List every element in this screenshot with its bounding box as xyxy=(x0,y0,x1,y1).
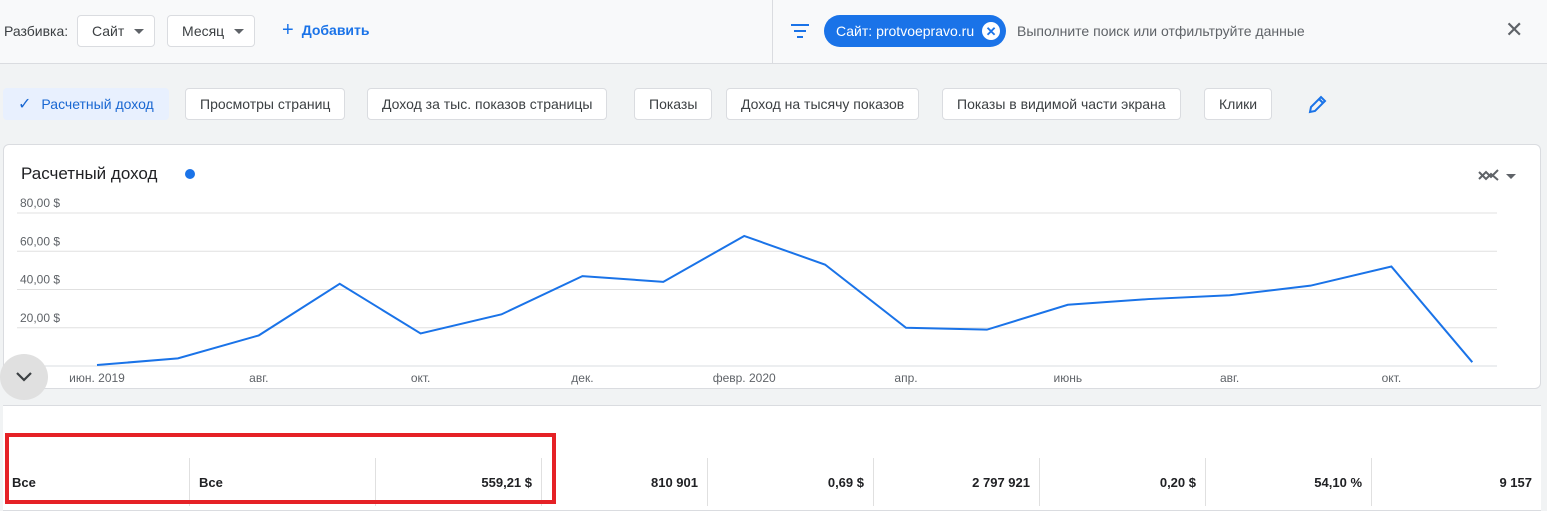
metric-chip-label: Расчетный доход xyxy=(41,96,154,112)
x-tick-label: авг. xyxy=(249,371,268,385)
table-cell: Все xyxy=(3,458,190,506)
chart-type-icon[interactable] xyxy=(1476,165,1520,185)
metric-chip-impressions[interactable]: Показы xyxy=(634,88,713,120)
add-breakdown-button[interactable]: + Добавить xyxy=(282,20,370,40)
x-tick-label: апр. xyxy=(894,371,917,385)
breakdown-label: Разбивка: xyxy=(4,23,69,39)
metric-chip-label: Клики xyxy=(1219,96,1258,112)
metric-chip-label: Доход на тысячу показов xyxy=(741,96,905,112)
collapse-chart-button[interactable] xyxy=(0,354,48,400)
metric-chip-estimated-revenue[interactable]: ✓ Расчетный доход xyxy=(3,88,169,120)
close-icon[interactable]: ✕ xyxy=(1505,17,1524,42)
site-filter-chip[interactable]: Сайт: protvoepravo.ru ✕ xyxy=(824,15,1007,47)
edit-pencil-icon[interactable] xyxy=(1306,94,1328,116)
y-tick-label: 40,00 $ xyxy=(20,273,60,287)
x-tick-label: окт. xyxy=(1382,371,1402,385)
metric-chip-page-rpm[interactable]: Доход за тыс. показов страницы xyxy=(367,88,608,120)
metric-chip-label: Просмотры страниц xyxy=(200,96,331,112)
month-dropdown-label: Месяц xyxy=(182,23,225,39)
chevron-down-icon xyxy=(134,28,145,34)
filter-icon[interactable] xyxy=(790,22,810,40)
table-cell: 2 797 921 xyxy=(874,458,1040,506)
metric-chip-label: Показы xyxy=(649,96,698,112)
metric-chip-label: Доход за тыс. показов страницы xyxy=(382,96,593,112)
y-tick-label: 20,00 $ xyxy=(20,311,60,325)
series-line xyxy=(96,234,1474,367)
table-cell: 9 157 xyxy=(1499,474,1532,490)
metric-chip-impression-rpm[interactable]: Доход на тысячу показов xyxy=(726,88,920,120)
top-toolbar: Разбивка: Сайт Месяц + Добавить Сайт: pr… xyxy=(0,0,1547,64)
month-dropdown[interactable]: Месяц xyxy=(167,15,256,47)
x-tick-label: июнь xyxy=(1054,371,1083,385)
table-cell: 0,20 $ xyxy=(1040,458,1206,506)
x-tick-label: февр. 2020 xyxy=(713,371,776,385)
table-cell: 0,69 $ xyxy=(708,458,874,506)
plus-icon: + xyxy=(282,19,294,41)
remove-filter-icon[interactable]: ✕ xyxy=(982,22,1001,40)
chart-title: Расчетный доход xyxy=(21,164,158,183)
y-tick-label: 80,00 $ xyxy=(20,196,60,210)
metric-chip-clicks[interactable]: Клики xyxy=(1204,88,1273,120)
search-input[interactable]: Выполните поиск или отфильтруйте данные xyxy=(1017,23,1305,39)
site-filter-label: Сайт: protvoepravo.ru xyxy=(836,23,975,39)
metric-chips: ✓ Расчетный доход Просмотры страниц Дохо… xyxy=(0,88,1547,120)
x-tick-label: дек. xyxy=(571,371,593,385)
chevron-down-icon xyxy=(234,28,245,34)
table-cell: Все xyxy=(190,458,376,506)
x-tick-label: окт. xyxy=(411,371,431,385)
series-dot xyxy=(185,169,195,179)
chart-card: Расчетный доход 20,00 $ 40,00 $ 60,00 $ 80,… xyxy=(3,144,1541,389)
metric-chip-page-views[interactable]: Просмотры страниц xyxy=(185,88,346,120)
add-label: Добавить xyxy=(301,22,370,38)
highlight-box xyxy=(5,433,556,504)
toolbar-divider xyxy=(772,0,773,64)
x-tick-label: июн. 2019 xyxy=(69,371,125,385)
metric-chip-label: Показы в видимой части экрана xyxy=(957,96,1166,112)
table-cell: 810 901 xyxy=(542,458,708,506)
check-icon: ✓ xyxy=(18,96,32,113)
table-cell: 559,21 $ xyxy=(376,458,542,506)
y-tick-label: 60,00 $ xyxy=(20,234,60,248)
table-cell: 54,10 % xyxy=(1206,458,1372,506)
site-dropdown[interactable]: Сайт xyxy=(77,15,156,47)
line-chart: 20,00 $ 40,00 $ 60,00 $ 80,00 $ июн. 2019 авг… xyxy=(17,196,1497,385)
site-dropdown-label: Сайт xyxy=(92,23,125,39)
x-tick-label: авг. xyxy=(1220,371,1239,385)
chevron-down-icon xyxy=(16,372,32,382)
metric-chip-viewable[interactable]: Показы в видимой части экрана xyxy=(942,88,1181,120)
